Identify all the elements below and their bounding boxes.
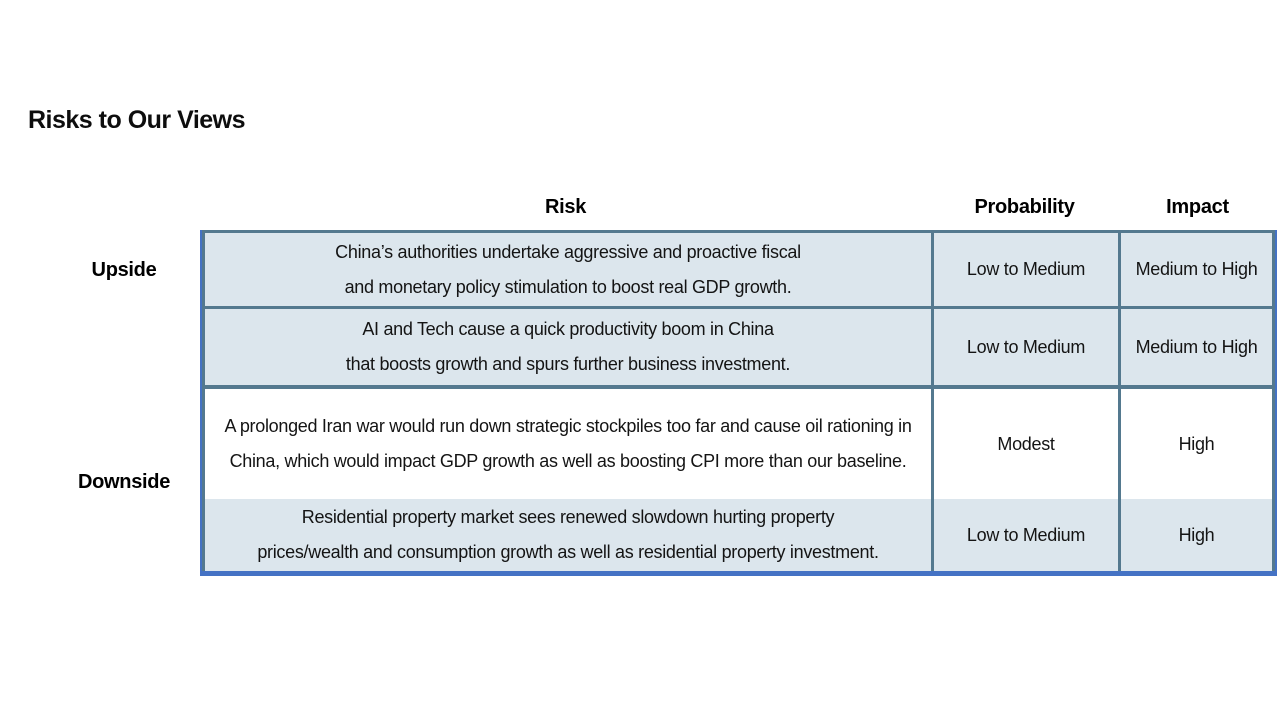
probability-cell: Low to Medium bbox=[931, 499, 1118, 571]
column-header-probability: Probability bbox=[974, 196, 1075, 218]
probability-cell: Modest bbox=[931, 389, 1118, 499]
page-title: Risks to Our Views bbox=[28, 106, 246, 134]
risk-cell: Residential property market sees renewed… bbox=[205, 499, 931, 571]
impact-cell: Medium to High bbox=[1118, 309, 1272, 389]
risk-cell: A prolonged Iran war would run down stra… bbox=[205, 389, 931, 499]
impact-cell: High bbox=[1118, 499, 1272, 571]
probability-cell: Low to Medium bbox=[931, 233, 1118, 309]
row-group-label-upside: Upside bbox=[91, 259, 157, 281]
probability-cell: Low to Medium bbox=[931, 309, 1118, 389]
risk-table: China’s authorities undertake aggressive… bbox=[200, 230, 1277, 576]
column-header-risk: Risk bbox=[544, 196, 587, 218]
impact-cell: High bbox=[1118, 389, 1272, 499]
risk-cell: AI and Tech cause a quick productivity b… bbox=[205, 309, 931, 389]
impact-cell: Medium to High bbox=[1118, 233, 1272, 309]
column-header-impact: Impact bbox=[1166, 196, 1229, 218]
row-group-label-downside: Downside bbox=[77, 471, 171, 493]
table-column-headers: Risk Probability Impact bbox=[200, 196, 1277, 219]
risk-table-grid: China’s authorities undertake aggressive… bbox=[202, 230, 1275, 571]
risk-cell: China’s authorities undertake aggressive… bbox=[205, 233, 931, 309]
